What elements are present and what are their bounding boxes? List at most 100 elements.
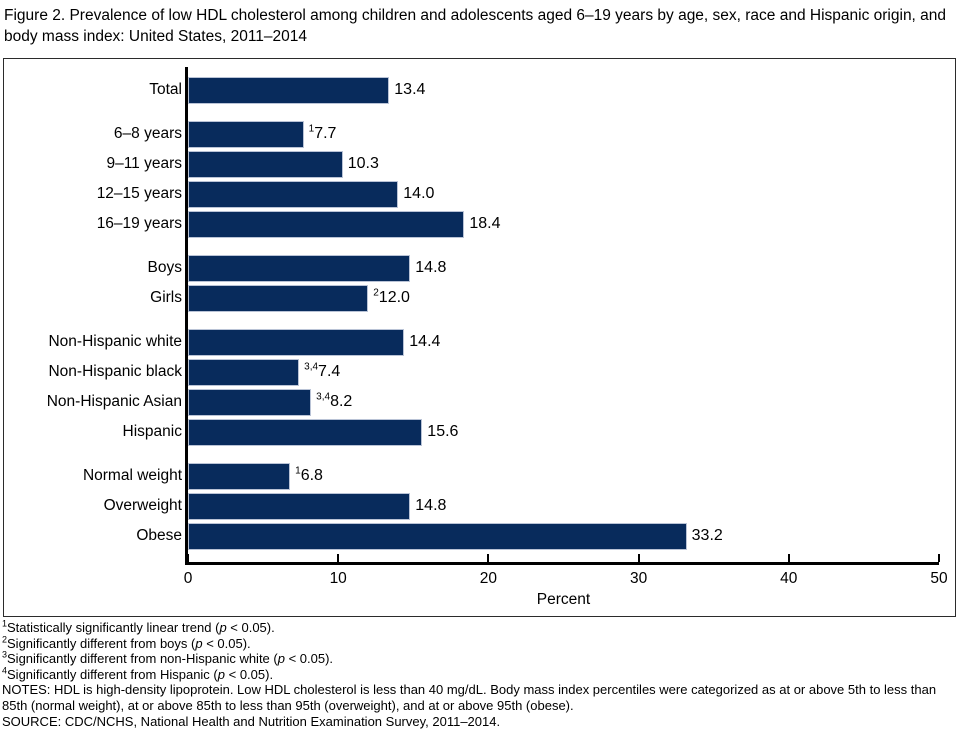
bar (188, 388, 312, 416)
bar-track: 10.3 (188, 149, 939, 179)
value-number: 15.6 (427, 423, 459, 440)
bar-track: 3,48.2 (188, 387, 939, 417)
x-tick-label: 40 (780, 570, 798, 587)
x-axis-title: Percent (536, 591, 591, 608)
category-label: 12–15 years (96, 185, 182, 202)
bar-value-label: 18.4 (469, 215, 500, 233)
category-label: Overweight (103, 497, 182, 514)
bar-track: 33.2 (188, 521, 939, 551)
footnote-line: SOURCE: CDC/NCHS, National Health and Nu… (2, 714, 958, 730)
category-label: Total (149, 81, 182, 98)
value-number: 14.0 (403, 185, 435, 202)
footnote-p-italic: p (217, 666, 225, 682)
category-label: Normal weight (82, 467, 182, 484)
category-label: Obese (136, 527, 182, 544)
category-label: Boys (147, 259, 182, 276)
footnotes: 1Statistically significantly linear tren… (2, 618, 958, 730)
bar-row: Obese 33.2 (4, 521, 939, 551)
category-label: Hispanic (122, 423, 182, 440)
bar (188, 120, 304, 148)
value-number: 13.4 (394, 81, 426, 98)
footnote-text-tail: < 0.05). (226, 620, 275, 635)
footnote-text: SOURCE: CDC/NCHS, National Health and Nu… (2, 713, 501, 729)
value-number: 18.4 (469, 215, 501, 232)
bar-track: 14.8 (188, 253, 939, 283)
value-number: 14.8 (415, 259, 447, 276)
footnote-text: Significantly different from boys ( (7, 635, 196, 651)
bar-row: Normal weight 16.8 (4, 461, 939, 491)
value-superscript: 3,4 (304, 361, 319, 373)
bar (188, 522, 687, 550)
value-superscript: 3,4 (316, 391, 331, 403)
bar-track: 13.4 (188, 75, 939, 105)
bar-value-label: 3,48.2 (316, 391, 352, 411)
bar-value-label: 14.8 (415, 259, 446, 277)
footnote-p-italic: p (219, 620, 227, 635)
bar-row: Hispanic 15.6 (4, 417, 939, 447)
category-label: Non-Hispanic Asian (46, 393, 182, 410)
footnote-line: NOTES: HDL is high-density lipoprotein. … (2, 682, 958, 713)
footnote-text: Significantly different from non-Hispani… (7, 651, 278, 667)
footnote-text-tail: < 0.05). (202, 635, 251, 651)
bar-row: Overweight 14.8 (4, 491, 939, 521)
footnote-line: 3Significantly different from non-Hispan… (2, 649, 958, 667)
value-number: 10.3 (347, 155, 379, 172)
value-number: 12.0 (378, 289, 410, 306)
value-number: 14.8 (415, 497, 447, 514)
bar (188, 210, 465, 238)
bar (188, 254, 411, 282)
x-tick-label: 50 (930, 570, 948, 587)
category-label: Non-Hispanic black (48, 363, 182, 380)
bar-value-label: 15.6 (427, 423, 458, 441)
footnote-text: Significantly different from Hispanic ( (7, 666, 218, 682)
bar-row: Non-Hispanic black 3,47.4 (4, 357, 939, 387)
bar-value-label: 17.7 (309, 124, 337, 143)
value-superscript: 1 (295, 465, 301, 477)
x-tick-mark (187, 554, 189, 562)
bar-value-label: 16.8 (295, 465, 323, 485)
footnote-p-italic: p (195, 635, 203, 651)
bar-row: Boys 14.8 (4, 253, 939, 283)
value-number: 14.4 (409, 333, 441, 350)
bar-row: 9–11 years 10.3 (4, 149, 939, 179)
value-number: 33.2 (691, 527, 723, 544)
value-number: 7.7 (314, 125, 337, 142)
x-tick-mark (938, 554, 940, 562)
bar-value-label: 212.0 (373, 288, 410, 307)
footnote-line: 2Significantly different from boys (p < … (2, 634, 958, 652)
bar (188, 284, 369, 312)
bar-value-label: 14.4 (409, 333, 440, 351)
footnote-superscript: 2 (2, 634, 8, 645)
x-tick-mark (637, 554, 640, 562)
footnote-superscript: 1 (2, 618, 8, 629)
bar (188, 180, 399, 208)
bar (188, 418, 423, 446)
category-label: 16–19 years (96, 215, 182, 232)
bar-track: 16.8 (188, 461, 939, 491)
category-label: Non-Hispanic white (48, 333, 182, 350)
bar-row: Non-Hispanic white 14.4 (4, 327, 939, 357)
bar-row: Girls 212.0 (4, 283, 939, 313)
footnote-superscript: 3 (2, 649, 8, 660)
category-label: 9–11 years (106, 155, 182, 172)
x-axis-line (185, 562, 939, 565)
bar-value-label: 13.4 (394, 81, 425, 99)
bar (188, 76, 390, 104)
footnote-line: 1Statistically significantly linear tren… (2, 618, 958, 636)
y-axis-line (185, 67, 188, 564)
bar-row: 16–19 years 18.4 (4, 209, 939, 239)
x-tick-label: 30 (629, 570, 648, 587)
bar (188, 462, 291, 490)
category-label: 6–8 years (113, 125, 182, 142)
bar-row: 12–15 years 14.0 (4, 179, 939, 209)
bar-value-label: 3,47.4 (304, 361, 340, 381)
footnote-superscript: 4 (2, 665, 8, 676)
x-tick-mark (487, 554, 490, 562)
footnote-line: 4Significantly different from Hispanic (… (2, 665, 958, 683)
bar (188, 328, 405, 356)
bar-track: 14.0 (188, 179, 939, 209)
x-axis-ticks: 0 10 20 30 40 50 (184, 59, 948, 616)
bar-row: Total 13.4 (4, 75, 939, 105)
bar-track: 3,47.4 (188, 357, 939, 387)
bar-value-label: 33.2 (692, 527, 723, 545)
